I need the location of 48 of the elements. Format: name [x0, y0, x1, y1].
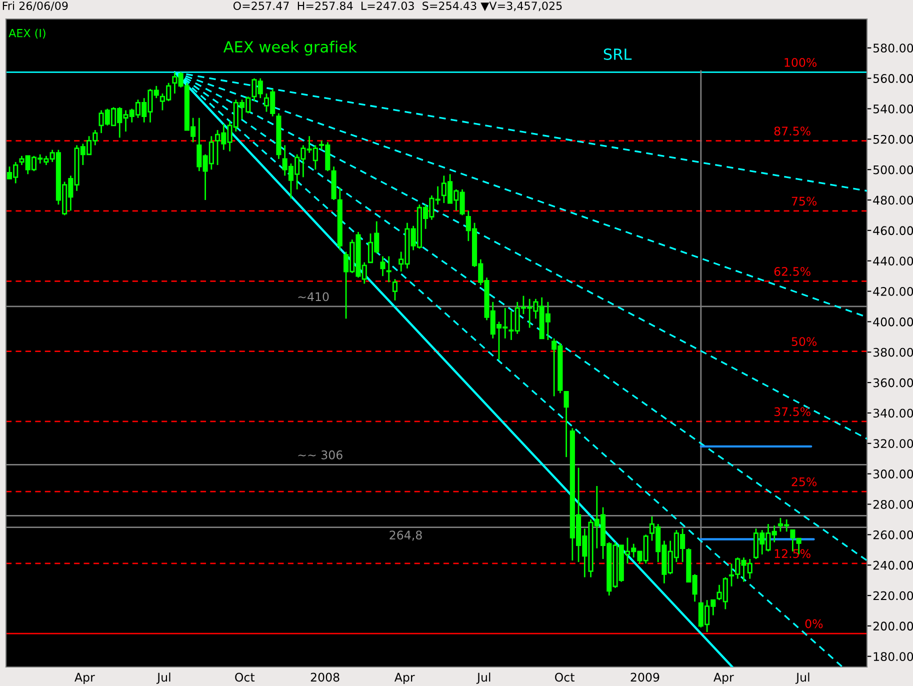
- y-tick-label: 180.00: [874, 652, 913, 662]
- y-tick-label: 400.00: [873, 317, 913, 326]
- annotation: 37.5%: [774, 407, 810, 416]
- annotation: 50%: [792, 337, 817, 346]
- y-tick-label: 540.00: [873, 104, 913, 114]
- y-tick-label: 340.00: [873, 408, 913, 418]
- x-tick-label: Apr: [74, 672, 95, 684]
- y-tick-label: 280.00: [873, 500, 913, 509]
- y-tick-label: 380.00: [873, 348, 913, 357]
- text: Fri 26/06/09: [2, 1, 68, 11]
- y-tick-label: 580.00: [873, 44, 913, 53]
- x-tick-label: Jul: [156, 672, 170, 684]
- x-tick-label: Apr: [714, 672, 734, 684]
- x-tick-label: Oct: [555, 672, 574, 682]
- y-tick-label: 320.00: [873, 439, 913, 448]
- annotation: 62.5%: [774, 266, 810, 276]
- annotation: 264,8: [390, 530, 422, 541]
- x-tick-label: Oct: [235, 672, 255, 682]
- y-tick-label: 560.00: [873, 74, 913, 83]
- annotation: 100%: [784, 58, 817, 67]
- y-tick-label: 460.00: [873, 226, 913, 236]
- y-tick-label: 300.00: [873, 470, 913, 478]
- annotation: AEX (I): [8, 28, 46, 39]
- annotation: ~~ 306: [298, 450, 342, 460]
- annotation: 0%: [805, 619, 823, 628]
- x-tick-label: 2009: [630, 672, 660, 682]
- annotation: 12.5%: [774, 549, 810, 558]
- annotation: SRL: [604, 48, 632, 60]
- x-tick-label: 2008: [310, 672, 340, 682]
- y-tick-label: 360.00: [873, 378, 913, 388]
- x-tick-label: Jul: [476, 672, 490, 684]
- text: AEX week grafiek: [223, 40, 357, 56]
- y-tick-label: 520.00: [873, 134, 913, 144]
- y-tick-label: 200.00: [873, 622, 913, 631]
- y-tick-label: 220.00: [873, 591, 913, 600]
- annotation: 25%: [792, 477, 817, 486]
- y-tick-label: 260.00: [873, 530, 913, 540]
- text: O=257.47 H=257.84 L=247.03 S=254.43 ▼V=3,457,025: [233, 2, 562, 12]
- annotation: 87.5%: [774, 126, 810, 136]
- y-tick-label: 440.00: [873, 256, 913, 266]
- x-tick-label: Jul: [795, 672, 810, 684]
- y-tick-label: 240.00: [873, 560, 913, 570]
- annotation: ~410: [298, 292, 329, 302]
- x-tick-label: Apr: [394, 672, 415, 684]
- y-tick-label: 420.00: [873, 287, 913, 296]
- y-tick-label: 480.00: [873, 196, 913, 205]
- y-tick-label: 500.00: [873, 165, 913, 174]
- annotation: 75%: [792, 196, 817, 206]
